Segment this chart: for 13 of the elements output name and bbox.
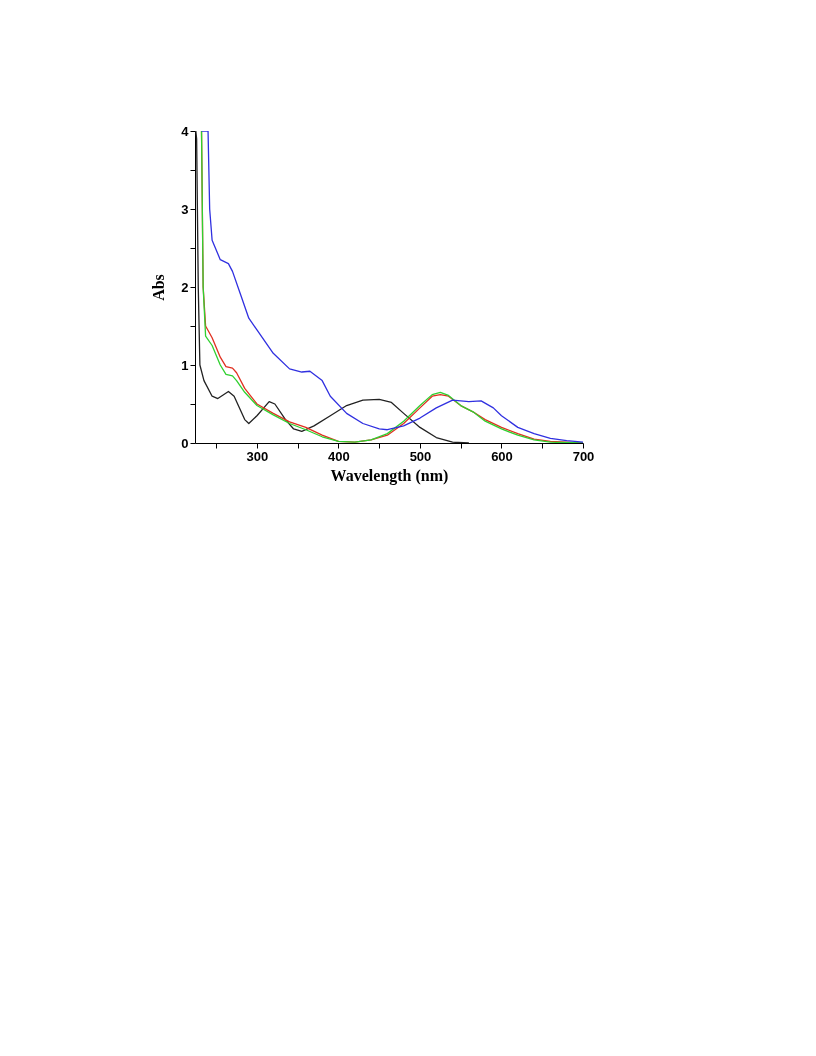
x-tick-label: 300 xyxy=(246,448,269,464)
x-tick-label: 700 xyxy=(572,448,595,464)
x-tick-label: 500 xyxy=(409,448,432,464)
y-tick-label: 2 xyxy=(181,279,189,295)
y-tick-label: 4 xyxy=(181,123,190,139)
y-tick-label: 1 xyxy=(181,357,189,373)
x-tick-label: 400 xyxy=(328,448,350,464)
y-axis-title: Abs xyxy=(150,274,168,301)
y-tick-label: 3 xyxy=(181,201,189,217)
line-series xyxy=(200,131,583,443)
x-axis-title: Wavelength (nm) xyxy=(330,466,449,485)
x-tick-label: 600 xyxy=(491,448,513,464)
y-tick-label: 0 xyxy=(181,435,189,451)
